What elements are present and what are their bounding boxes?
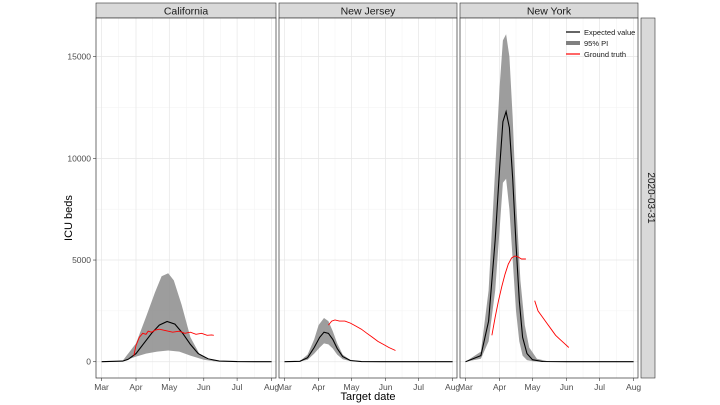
- x-tick-label: Jul: [413, 382, 424, 392]
- ground-truth-line: [491, 255, 526, 336]
- panel-california: California Mar Apr May Jun Jul Aug 0 5000 10000 15…: [67, 2, 279, 392]
- x-tick-label: May: [161, 382, 178, 392]
- x-tick-label: Jul: [594, 382, 605, 392]
- prediction-interval-band: [284, 318, 453, 362]
- x-tick-label: Apr: [312, 382, 325, 392]
- panel-title: New Jersey: [341, 6, 397, 18]
- y-tick-label: 5000: [72, 255, 91, 265]
- y-tick-label: 0: [86, 357, 91, 367]
- x-tick-label: Jun: [560, 382, 574, 392]
- x-tick-label: May: [524, 382, 541, 392]
- ground-truth-line: [133, 328, 214, 356]
- x-tick-label: Jun: [379, 382, 393, 392]
- x-tick-label: Aug: [264, 382, 279, 392]
- panel-title: California: [164, 6, 209, 18]
- x-tick-label: Mar: [458, 382, 473, 392]
- x-axis-title: Target date: [340, 391, 395, 403]
- row-strip-background: [640, 17, 656, 379]
- panel-border: [95, 17, 277, 379]
- x-tick-label: Aug: [626, 382, 641, 392]
- x-tick-label: Apr: [493, 382, 506, 392]
- panel-border: [278, 17, 458, 379]
- panel-title: New York: [527, 6, 572, 18]
- plot-background: [279, 18, 457, 378]
- legend-label: 95% PI: [584, 39, 608, 48]
- expected-value-line: [101, 320, 272, 363]
- panels: California Mar Apr May Jun Jul Aug 0 5000 10000 15…: [67, 2, 641, 392]
- ground-truth-line: [534, 300, 570, 348]
- x-tick-label: Apr: [129, 382, 142, 392]
- panel-new-jersey: New Jersey Mar Apr May Jun Jul Aug: [277, 2, 460, 392]
- x-tick-label: Jun: [197, 382, 211, 392]
- x-tick-label: Mar: [94, 382, 109, 392]
- plot-background: [96, 18, 276, 378]
- y-tick-label: 15000: [67, 52, 91, 62]
- legend: Expected value 95% PI Ground truth: [566, 28, 635, 59]
- panel-new-york: New York Mar Apr May Jun Jul Aug: [458, 2, 641, 392]
- x-tick-label: Aug: [445, 382, 460, 392]
- ground-truth-line: [328, 319, 396, 351]
- y-tick-label: 10000: [67, 153, 91, 163]
- legend-label: Ground truth: [584, 50, 626, 59]
- prediction-interval-band: [101, 273, 272, 362]
- expected-value-line: [284, 331, 453, 363]
- y-axis-title: ICU beds: [63, 195, 75, 241]
- x-tick-label: Mar: [277, 382, 292, 392]
- x-tick-label: May: [343, 382, 360, 392]
- x-tick-label: Jul: [232, 382, 243, 392]
- row-strip-label: 2020-03-31: [645, 172, 656, 224]
- legend-label: Expected value: [584, 28, 635, 37]
- expected-value-line: [465, 109, 634, 363]
- panel-border: [459, 17, 639, 379]
